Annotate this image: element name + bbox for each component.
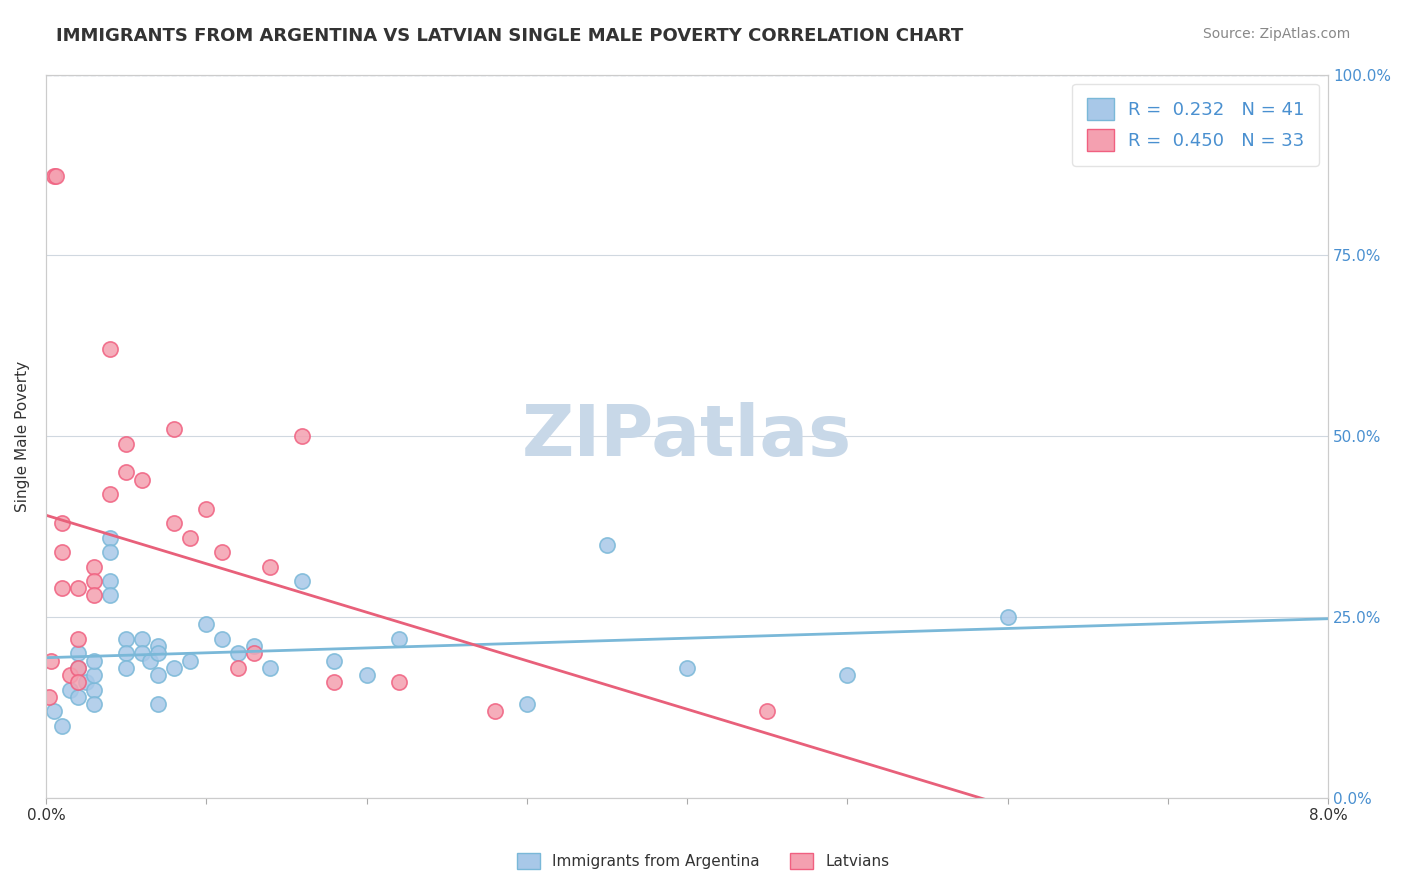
Point bbox=[676, 661, 699, 675]
Point bbox=[997, 610, 1019, 624]
Point bbox=[179, 531, 201, 545]
Point bbox=[51, 545, 73, 559]
Point bbox=[837, 668, 859, 682]
Point bbox=[163, 422, 186, 436]
Point bbox=[98, 531, 121, 545]
Point bbox=[146, 668, 169, 682]
Point bbox=[211, 632, 233, 646]
Point bbox=[42, 169, 65, 183]
Point bbox=[146, 697, 169, 711]
Point bbox=[83, 697, 105, 711]
Point bbox=[115, 466, 138, 480]
Point bbox=[596, 538, 619, 552]
Point bbox=[131, 473, 153, 487]
Point bbox=[323, 675, 346, 690]
Point bbox=[83, 668, 105, 682]
Point bbox=[226, 646, 249, 660]
Point bbox=[83, 654, 105, 668]
Point bbox=[66, 661, 89, 675]
Point bbox=[484, 704, 506, 718]
Text: ZIPatlas: ZIPatlas bbox=[522, 401, 852, 471]
Legend: Immigrants from Argentina, Latvians: Immigrants from Argentina, Latvians bbox=[510, 847, 896, 875]
Point bbox=[115, 646, 138, 660]
Point bbox=[83, 559, 105, 574]
Point bbox=[387, 632, 409, 646]
Point bbox=[66, 675, 89, 690]
Point bbox=[59, 668, 82, 682]
Point bbox=[516, 697, 538, 711]
Text: Source: ZipAtlas.com: Source: ZipAtlas.com bbox=[1202, 27, 1350, 41]
Point bbox=[59, 682, 82, 697]
Point bbox=[42, 704, 65, 718]
Point bbox=[98, 545, 121, 559]
Point bbox=[66, 646, 89, 660]
Point bbox=[387, 675, 409, 690]
Point bbox=[66, 690, 89, 704]
Legend: R =  0.232   N = 41, R =  0.450   N = 33: R = 0.232 N = 41, R = 0.450 N = 33 bbox=[1073, 84, 1319, 166]
Point bbox=[66, 661, 89, 675]
Point bbox=[98, 487, 121, 501]
Point bbox=[259, 661, 281, 675]
Point bbox=[195, 501, 218, 516]
Point bbox=[115, 436, 138, 450]
Point bbox=[163, 516, 186, 530]
Text: IMMIGRANTS FROM ARGENTINA VS LATVIAN SINGLE MALE POVERTY CORRELATION CHART: IMMIGRANTS FROM ARGENTINA VS LATVIAN SIN… bbox=[56, 27, 963, 45]
Point bbox=[163, 661, 186, 675]
Point bbox=[291, 429, 314, 443]
Point bbox=[66, 581, 89, 595]
Point bbox=[146, 639, 169, 653]
Point bbox=[131, 632, 153, 646]
Point bbox=[83, 574, 105, 588]
Y-axis label: Single Male Poverty: Single Male Poverty bbox=[15, 360, 30, 512]
Point bbox=[75, 675, 97, 690]
Point bbox=[323, 654, 346, 668]
Point bbox=[39, 654, 62, 668]
Point bbox=[115, 632, 138, 646]
Point bbox=[38, 690, 60, 704]
Point bbox=[98, 589, 121, 603]
Point bbox=[83, 589, 105, 603]
Point bbox=[259, 559, 281, 574]
Point bbox=[356, 668, 378, 682]
Point bbox=[756, 704, 779, 718]
Point bbox=[83, 682, 105, 697]
Point bbox=[226, 661, 249, 675]
Point bbox=[66, 632, 89, 646]
Point bbox=[179, 654, 201, 668]
Point bbox=[139, 654, 162, 668]
Point bbox=[211, 545, 233, 559]
Point bbox=[98, 574, 121, 588]
Point bbox=[243, 639, 266, 653]
Point bbox=[291, 574, 314, 588]
Point bbox=[51, 516, 73, 530]
Point bbox=[146, 646, 169, 660]
Point bbox=[195, 617, 218, 632]
Point bbox=[98, 343, 121, 357]
Point bbox=[243, 646, 266, 660]
Point bbox=[51, 719, 73, 733]
Point bbox=[131, 646, 153, 660]
Point bbox=[45, 169, 67, 183]
Point bbox=[51, 581, 73, 595]
Point bbox=[115, 661, 138, 675]
